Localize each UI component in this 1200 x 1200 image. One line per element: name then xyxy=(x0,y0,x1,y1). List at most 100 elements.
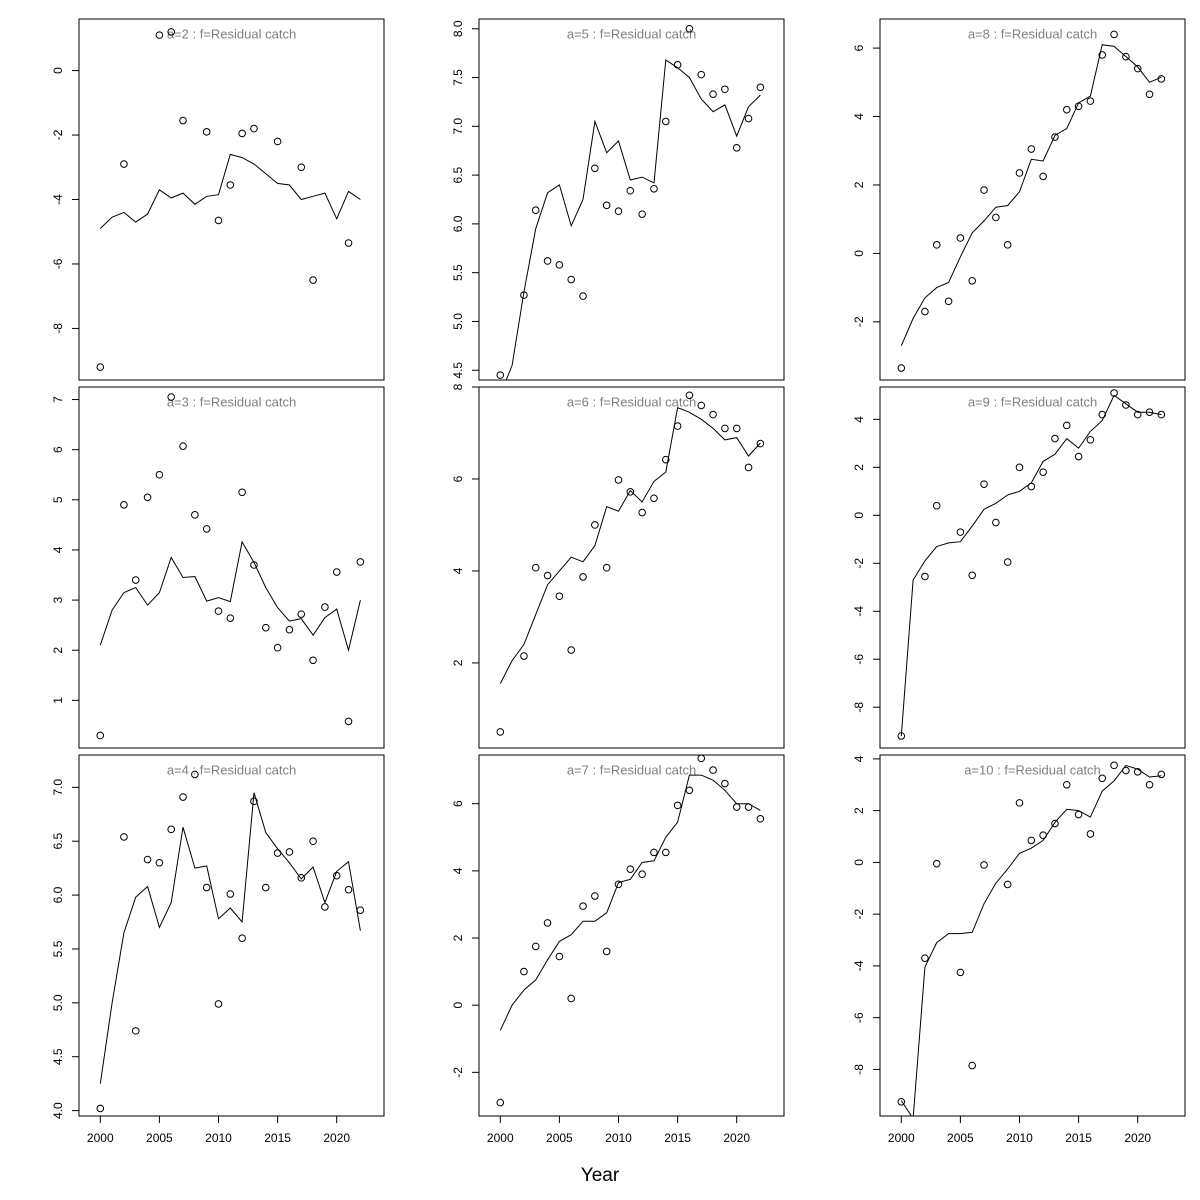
observed-point xyxy=(96,731,105,740)
observed-point xyxy=(614,207,623,216)
observed-point xyxy=(1062,780,1071,789)
observed-point xyxy=(520,291,528,299)
observed-point xyxy=(709,410,717,419)
observed-point xyxy=(897,1097,906,1106)
observed-point xyxy=(1039,172,1047,181)
panel-frame xyxy=(78,386,385,749)
observed-point xyxy=(309,656,317,665)
observed-point xyxy=(1122,52,1130,61)
observed-point xyxy=(650,848,658,857)
plot-area xyxy=(897,389,1166,740)
observed-point xyxy=(191,511,199,519)
panel-title: a=6 : f=Residual catch xyxy=(567,395,696,410)
observed-point xyxy=(956,968,965,977)
observed-point xyxy=(673,422,682,430)
observed-point xyxy=(179,793,187,801)
observed-point xyxy=(297,610,306,618)
observed-point xyxy=(531,206,540,215)
observed-point xyxy=(932,241,941,249)
observed-point xyxy=(921,954,929,962)
observed-point xyxy=(721,779,729,788)
observed-point xyxy=(732,424,741,433)
x-tick-label: 2005 xyxy=(146,1131,173,1145)
panel-frame xyxy=(478,18,785,381)
panel-title: a=4 : f=Residual catch xyxy=(167,763,296,778)
observed-point xyxy=(968,1061,977,1070)
observed-point xyxy=(332,568,341,576)
observed-point xyxy=(1015,799,1024,807)
observed-point xyxy=(496,371,505,379)
y-tick-label: 5.0 xyxy=(451,313,465,330)
observed-point xyxy=(1051,434,1059,443)
panel-frame xyxy=(78,754,385,1117)
y-tick-label: 2 xyxy=(852,181,866,188)
observed-point xyxy=(1133,768,1142,776)
y-tick-label: 6.5 xyxy=(51,833,65,850)
observed-point xyxy=(732,803,741,811)
y-tick-label: -2 xyxy=(852,316,866,327)
y-tick-label: 4 xyxy=(852,416,866,423)
y-tick-label: 7.5 xyxy=(451,69,465,86)
y-tick-label: -2 xyxy=(51,129,65,140)
observed-point xyxy=(1133,410,1142,419)
observed-point xyxy=(1145,780,1154,789)
observed-point xyxy=(344,885,353,894)
y-tick-label: 2 xyxy=(51,647,65,654)
y-tick-label: 0 xyxy=(451,1002,465,1009)
observed-point xyxy=(250,561,258,569)
observed-point xyxy=(673,801,682,810)
fitted-line xyxy=(900,764,1162,1116)
y-tick-label: 4.5 xyxy=(451,362,465,379)
observed-point xyxy=(155,31,164,39)
plot-area xyxy=(96,28,361,371)
fitted-line xyxy=(499,774,761,1031)
observed-point xyxy=(638,508,646,517)
observed-point xyxy=(496,728,505,736)
observed-point xyxy=(273,643,282,652)
observed-point xyxy=(932,859,941,868)
observed-point xyxy=(167,28,176,36)
y-tick-label: 0 xyxy=(852,859,866,866)
observed-point xyxy=(602,563,611,572)
observed-point xyxy=(120,833,128,841)
y-tick-label: 0 xyxy=(852,512,866,519)
observed-point xyxy=(321,603,329,611)
observed-point xyxy=(1015,463,1024,472)
y-tick-label: -2 xyxy=(852,908,866,919)
y-tick-label: 2 xyxy=(852,807,866,814)
x-tick-label: 2000 xyxy=(87,1131,114,1145)
observed-point xyxy=(956,234,965,242)
observed-point xyxy=(956,528,965,536)
observed-point xyxy=(932,501,941,510)
panel-title: a=2 : f=Residual catch xyxy=(167,27,296,42)
observed-point xyxy=(697,755,706,763)
observed-point xyxy=(626,186,635,195)
y-tick-label: 8 xyxy=(451,383,465,390)
observed-point xyxy=(155,470,164,479)
y-tick-label: 5 xyxy=(51,496,65,503)
y-tick-label: 4 xyxy=(852,113,866,120)
x-tick-label: 2020 xyxy=(323,1131,350,1145)
observed-point xyxy=(238,129,246,138)
observed-point xyxy=(285,848,294,856)
observed-point xyxy=(1086,97,1095,105)
observed-point xyxy=(1074,452,1083,461)
observed-point xyxy=(143,493,152,502)
panel-grid: a=2 : f=Residual catch -8 -6 -4 -2 0 a=5 : f=R… xyxy=(51,18,1186,1145)
y-tick-label: -4 xyxy=(51,194,65,205)
observed-point xyxy=(297,874,306,882)
observed-point xyxy=(1015,169,1024,177)
y-tick-label: 6.0 xyxy=(51,886,65,903)
panel-title: a=9 : f=Residual catch xyxy=(968,395,1097,410)
plot-area xyxy=(897,30,1166,372)
x-tick-label: 2000 xyxy=(487,1131,514,1145)
observed-point xyxy=(531,942,540,951)
observed-point xyxy=(685,786,694,795)
observed-point xyxy=(626,488,635,496)
fitted-line xyxy=(900,394,1162,737)
plot-area xyxy=(96,393,365,740)
observed-point xyxy=(614,880,623,889)
observed-point xyxy=(1027,482,1036,491)
observed-point xyxy=(697,70,706,79)
observed-point xyxy=(944,297,953,306)
